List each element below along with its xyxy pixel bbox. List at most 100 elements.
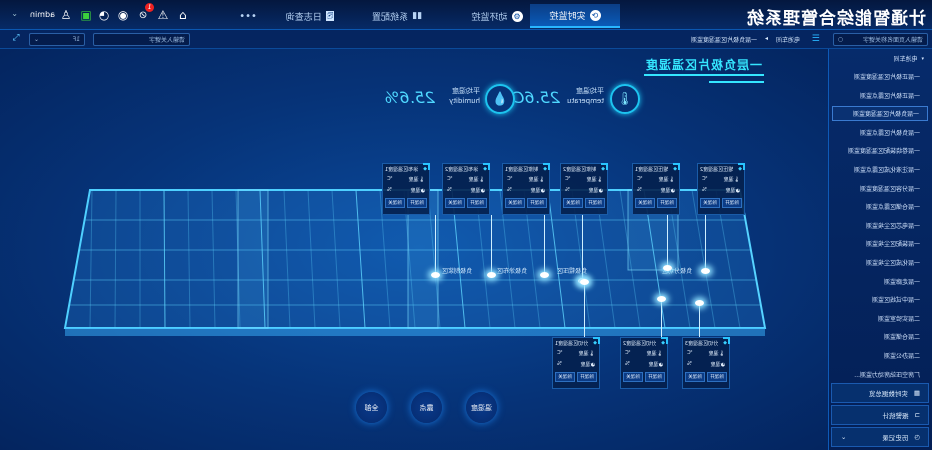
dehumidify-off-button[interactable]: 除湿关 xyxy=(385,198,405,208)
menu-toggle-icon[interactable]: ☰ xyxy=(811,34,820,44)
sensor-card[interactable]: ◆ 涂布区温湿度1 🌡温度 ℃ ◕湿度% 除湿开 除湿关 xyxy=(382,163,430,215)
filter-temp-humidity[interactable]: 温湿度 xyxy=(466,392,497,423)
floor-plan-map xyxy=(63,189,767,336)
tab-label: 日志查询 xyxy=(285,12,322,23)
sensor-card[interactable]: ◆ 制浆区温湿度2 🌡温度 ℃ ◕湿度% 除湿开 除湿关 xyxy=(560,163,608,215)
hum-unit: % xyxy=(387,187,392,193)
sensor-dot[interactable] xyxy=(657,296,666,302)
dehumidify-on-button[interactable]: 除湿开 xyxy=(527,198,547,208)
tree-item[interactable]: 一层负极片区温湿度监测 xyxy=(832,106,928,122)
tree-root[interactable]: ▾ 电池车间 xyxy=(832,51,928,66)
dehumidify-on-button[interactable]: 除湿开 xyxy=(707,372,727,382)
eye-off-icon[interactable]: ⊘ xyxy=(138,9,148,21)
sensor-card[interactable]: ◆ 涂布区温湿度2 🌡温度 ℃ ◕湿度% 除湿开 除湿关 xyxy=(442,163,490,215)
app-title: 计通智能综合管理系统 xyxy=(746,9,926,29)
tab-label: 实时监控 xyxy=(549,11,586,22)
dehumidify-off-button[interactable]: 除湿关 xyxy=(505,198,525,208)
dehumidify-off-button[interactable]: 除湿关 xyxy=(685,372,705,382)
card-title: 涂布区温湿度1 xyxy=(385,167,419,173)
tree-item[interactable]: 一层装配区尘埃监测 xyxy=(865,241,920,249)
tab-realtime[interactable]: ⟳ 实时监控 xyxy=(530,4,620,28)
droplet-icon: ◕湿度 xyxy=(410,188,425,194)
dehumidify-on-button[interactable]: 除湿开 xyxy=(722,198,742,208)
sensor-dot[interactable] xyxy=(580,279,589,285)
chevron-down-icon[interactable]: ⌄ xyxy=(11,9,18,18)
temp-label: 温度 xyxy=(468,177,479,183)
sensor-connector xyxy=(584,282,585,337)
tree-item[interactable]: 一层正极片区温湿度监测 xyxy=(853,74,920,81)
sensor-card[interactable]: ◆ 分切区温湿度2 🌡温度 ℃ ◕湿度% 除湿开 除湿关 xyxy=(620,337,668,389)
device-search-input[interactable]: 请输入关键字 xyxy=(93,33,190,46)
tree-item[interactable]: 二层办公监测 xyxy=(883,353,920,360)
realtime-overview-button[interactable]: ▦ 实时数据总览 xyxy=(831,383,929,403)
tree-item[interactable]: 一层卷绕装配区温湿度监测 xyxy=(847,148,920,156)
dehumidify-off-button[interactable]: 除湿关 xyxy=(700,198,720,208)
sensor-dot[interactable] xyxy=(431,272,440,278)
timer-icon[interactable]: ◔ xyxy=(98,8,110,22)
tab-log[interactable]: ⎘ 日志查询 xyxy=(280,4,340,28)
screen-icon[interactable]: ▣ xyxy=(80,8,92,22)
history-button[interactable]: ◷ 历史记录 ⌄ xyxy=(831,427,929,447)
dehumidify-on-button[interactable]: 除湿开 xyxy=(585,198,605,208)
tree-item[interactable]: 一层中试线区监测 xyxy=(871,297,920,305)
page-search-input[interactable]: 请输入页面名称关键字 ○ xyxy=(833,33,928,46)
dehumidify-off-button[interactable]: 除湿关 xyxy=(445,198,465,208)
username[interactable]: admin xyxy=(29,10,55,19)
hum-unit: % xyxy=(447,187,452,193)
sensor-card[interactable]: ◆ 分切区温湿度1 🌡温度 ℃ ◕湿度% 除湿开 除湿关 xyxy=(552,337,600,389)
tab-system-config[interactable]: ▮▮ 系统配置 xyxy=(367,4,427,28)
floor-select[interactable]: 1F ⌄ xyxy=(29,33,85,46)
thermometer-icon: 🌡温度 xyxy=(528,177,545,183)
tree-item[interactable]: 一层化成区尘埃监测 xyxy=(865,260,920,267)
breadcrumb-item[interactable]: 电池车间 xyxy=(775,37,800,44)
tree-item[interactable]: 二层实验室监测 xyxy=(877,315,920,323)
tree-item[interactable]: 一层注液化成区露点监测 xyxy=(853,167,920,174)
dehumidify-on-button[interactable]: 除湿开 xyxy=(407,198,427,208)
tag-icon: ◆ xyxy=(723,340,727,346)
tree-item[interactable]: 一层正极片区露点监测 xyxy=(859,92,920,100)
hum-label: 湿度 xyxy=(410,188,421,194)
user-icon[interactable]: ♙ xyxy=(60,8,72,22)
tree-item[interactable]: 一层走廊监测 xyxy=(883,278,920,286)
dehumidify-on-button[interactable]: 除湿开 xyxy=(577,372,597,382)
home-icon[interactable]: ⌂ xyxy=(179,8,187,22)
dehumidify-off-button[interactable]: 除湿关 xyxy=(555,372,575,382)
sensor-dot[interactable] xyxy=(701,268,710,274)
sensor-dot[interactable] xyxy=(540,272,549,278)
dehumidify-off-button[interactable]: 除湿关 xyxy=(635,198,655,208)
droplet-icon: ◕湿度 xyxy=(530,188,545,194)
alarm-stats-button[interactable]: ⊐ 报警统计 xyxy=(831,405,929,425)
dehumidify-on-button[interactable]: 除湿开 xyxy=(467,198,487,208)
tree-item[interactable]: 一层仓储区露点监测 xyxy=(865,204,920,212)
expand-icon[interactable]: ⤡ xyxy=(12,33,20,43)
more-button[interactable]: ••• xyxy=(239,10,257,22)
sensor-card[interactable]: ◆ 制浆区温湿度1 🌡温度 ℃ ◕湿度% 除湿开 除湿关 xyxy=(502,163,550,215)
sensor-dot[interactable] xyxy=(663,265,672,271)
sensor-card[interactable]: ◆ 辊压区温湿度1 🌡温度 ℃ ◕湿度% 除湿开 除湿关 xyxy=(632,163,680,215)
chevron-right-icon: ▸ xyxy=(764,35,768,42)
dehumidify-on-button[interactable]: 除湿开 xyxy=(645,372,665,382)
hum-unit: % xyxy=(557,361,562,367)
dehumidify-off-button[interactable]: 除湿关 xyxy=(563,198,583,208)
temp-unit: ℃ xyxy=(565,176,571,182)
tree-item[interactable]: 二层仓储监测 xyxy=(883,334,920,342)
dehumidify-off-button[interactable]: 除湿关 xyxy=(623,372,643,382)
sensor-connector xyxy=(435,215,436,272)
tree-item[interactable]: 厂房空压站房动力监测... xyxy=(854,371,920,379)
sensor-dot[interactable] xyxy=(487,272,496,278)
filter-all[interactable]: 全部 xyxy=(356,392,387,423)
sensor-dot[interactable] xyxy=(695,300,704,306)
tree-item[interactable]: 一层电芯区尘埃监测 xyxy=(865,222,920,230)
dehumidify-on-button[interactable]: 除湿开 xyxy=(657,198,677,208)
tab-environment[interactable]: ⚙ 动环监控 xyxy=(467,4,527,28)
card-title: 制浆区温湿度1 xyxy=(505,167,539,173)
tree-item[interactable]: 一层分容区温湿度监测 xyxy=(859,185,920,193)
warning-icon[interactable]: ⚠ xyxy=(157,8,169,22)
tree-item[interactable]: 一层负极片区露点监测 xyxy=(859,129,920,137)
sensor-card[interactable]: ◆ 分切区温湿度3 🌡温度 ℃ ◕湿度% 除湿开 除湿关 xyxy=(682,337,730,389)
button-label: 实时数据总览 xyxy=(868,390,908,398)
filter-dew-point[interactable]: 露点 xyxy=(411,392,442,423)
sensor-card[interactable]: ◆ 辊压区温湿度2 🌡温度 ℃ ◕湿度% 除湿开 除湿关 xyxy=(697,163,745,215)
target-icon[interactable]: ◉ xyxy=(117,8,129,22)
thermometer-icon: 🌡温度 xyxy=(708,351,725,357)
